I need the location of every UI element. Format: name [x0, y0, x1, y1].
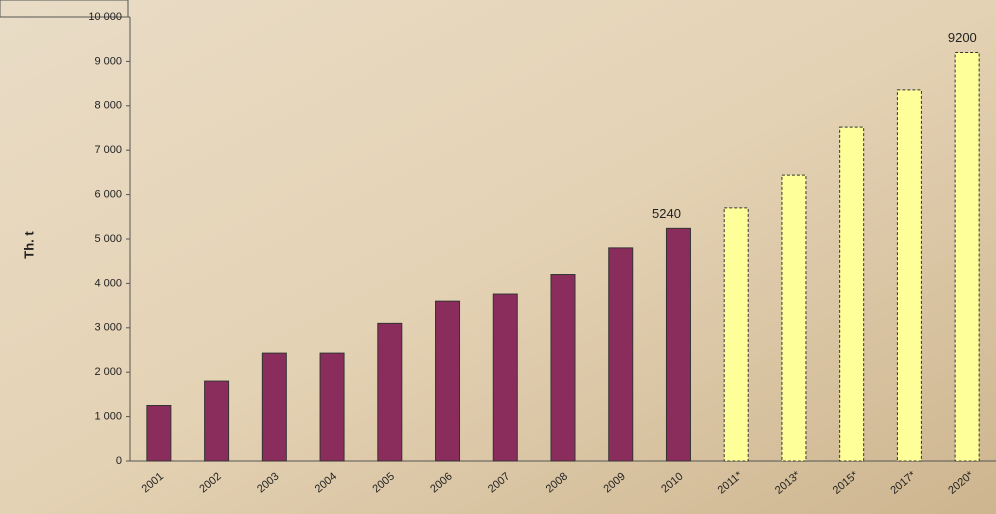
- y-tick-label: 7 000: [94, 144, 122, 156]
- y-tick-label: 10 000: [88, 11, 122, 23]
- bar: [840, 127, 864, 461]
- bar: [493, 294, 517, 461]
- y-tick-label: 3 000: [94, 322, 122, 334]
- bar: [378, 323, 402, 461]
- value-label: 5240: [652, 206, 681, 221]
- y-axis-title: Th. t: [21, 231, 36, 259]
- y-tick-label: 5 000: [94, 233, 122, 245]
- y-tick-label: 9 000: [94, 55, 122, 67]
- bar: [551, 275, 575, 461]
- bar: [724, 208, 748, 461]
- bar: [205, 381, 229, 461]
- bar: [609, 248, 633, 461]
- y-tick-label: 4 000: [94, 277, 122, 289]
- bar: [147, 406, 171, 462]
- bar: [782, 175, 806, 461]
- y-tick-label: 8 000: [94, 100, 122, 112]
- y-tick-label: 0: [116, 455, 122, 467]
- page: Th. t 0 1 000 2 000 3 000 4 000 5 000 6 000 7 0…: [0, 0, 996, 514]
- bar: [955, 53, 979, 461]
- bar: [262, 353, 286, 461]
- y-tick-label: 6 000: [94, 189, 122, 201]
- bar: [320, 353, 344, 461]
- y-tick-label: 2 000: [94, 366, 122, 378]
- chart: Th. t 0 1 000 2 000 3 000 4 000 5 000 6 000 7 0…: [0, 0, 996, 514]
- bar: [436, 301, 460, 461]
- bar: [666, 228, 690, 461]
- value-label: 9200: [948, 30, 977, 45]
- bar: [897, 90, 921, 461]
- y-tick-label: 1 000: [94, 411, 122, 423]
